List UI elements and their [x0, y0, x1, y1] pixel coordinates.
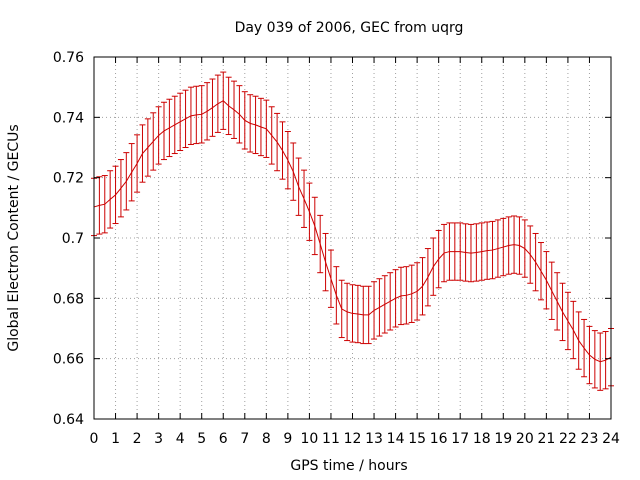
x-tick-label: 9 [283, 431, 292, 447]
x-axis-tick-labels: 0 1 2 3 4 5 6 7 8 9 10 11 12 13 14 15 16 17 18 19 20 21 22 23 24 [90, 431, 620, 447]
y-tick-label: 0.72 [53, 171, 84, 187]
x-axis-title: GPS time / hours [290, 458, 407, 474]
y-tick-label: 0.66 [53, 352, 84, 368]
data-series [93, 100, 612, 363]
x-tick-label: 12 [344, 431, 362, 447]
x-tick-label: 2 [133, 431, 142, 447]
error-bars [91, 71, 614, 391]
x-tick-label: 18 [473, 431, 491, 447]
x-tick-label: 4 [176, 431, 185, 447]
x-tick-label: 20 [516, 431, 534, 447]
y-axis-tick-labels: 0.64 0.66 0.68 0.7 0.72 0.74 0.76 [53, 50, 84, 428]
x-tick-label: 11 [322, 431, 340, 447]
y-tick-label: 0.7 [62, 231, 84, 247]
axis-ticks [93, 56, 612, 420]
y-tick-label: 0.68 [53, 291, 84, 307]
chart-title: Day 039 of 2006, GEC from uqrg [235, 20, 464, 36]
x-tick-label: 5 [197, 431, 206, 447]
x-tick-label: 19 [494, 431, 512, 447]
y-tick-label: 0.74 [53, 110, 84, 126]
x-tick-label: 17 [451, 431, 469, 447]
x-tick-label: 1 [111, 431, 120, 447]
x-tick-label: 21 [537, 431, 555, 447]
series-line [93, 100, 612, 363]
x-tick-label: 24 [602, 431, 620, 447]
x-tick-label: 6 [219, 431, 228, 447]
x-tick-label: 23 [581, 431, 599, 447]
x-tick-label: 7 [240, 431, 249, 447]
grid-lines [94, 57, 611, 419]
x-tick-label: 14 [387, 431, 405, 447]
x-tick-label: 8 [262, 431, 271, 447]
y-tick-label: 0.64 [53, 412, 84, 428]
y-axis-title: Global Electron Content / GECUs [6, 124, 22, 351]
x-tick-label: 0 [90, 431, 99, 447]
y-tick-label: 0.76 [53, 50, 84, 66]
x-tick-label: 3 [154, 431, 163, 447]
x-tick-label: 22 [559, 431, 577, 447]
x-tick-label: 16 [430, 431, 448, 447]
x-tick-label: 15 [408, 431, 426, 447]
x-tick-label: 10 [301, 431, 319, 447]
x-tick-label: 13 [365, 431, 383, 447]
